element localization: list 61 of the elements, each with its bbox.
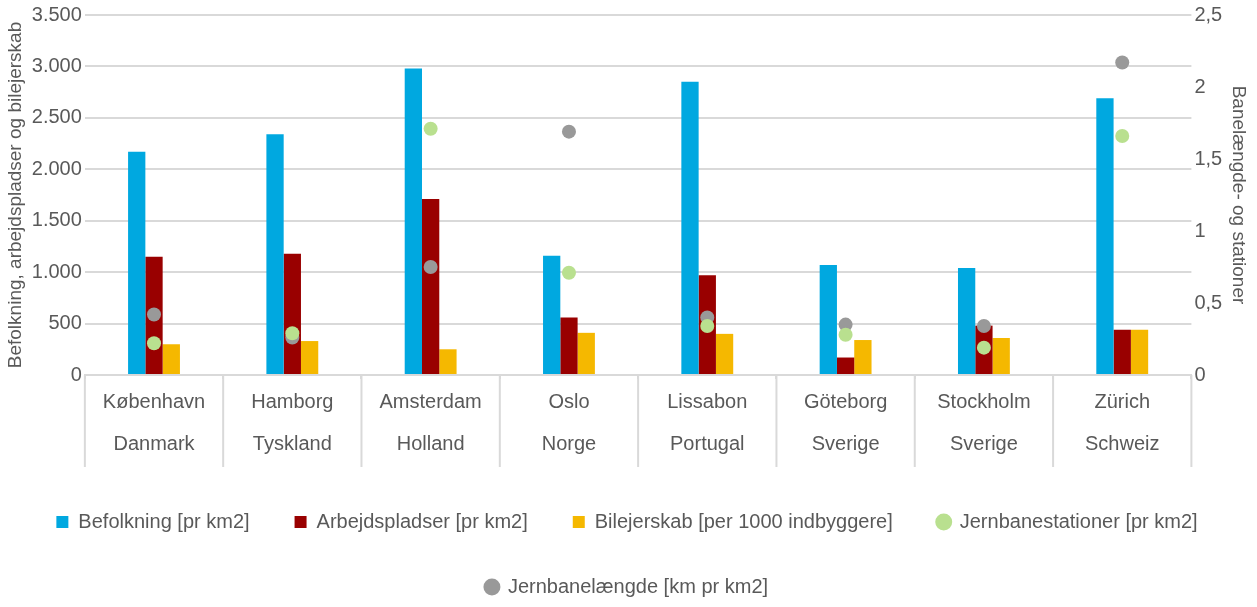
y-axis-title: Befolkning, arbejdspladser og bilejerskab [3,21,25,369]
x-tick-label: Stockholm Sverige [937,389,1031,454]
bar [577,332,595,374]
bar [543,255,561,374]
y-tick-label: 1.000 [31,259,82,282]
y2-tick-label: 0 [1194,362,1206,385]
y2-tick-label: 1 [1194,218,1206,241]
y2-tick-label: 2,5 [1194,2,1223,25]
x-tick-label: Lissabon Portugal [667,389,748,454]
y2-tick-label: 0,5 [1194,290,1223,313]
bar [162,344,180,374]
bar [715,333,734,374]
point [423,121,438,136]
y-tick-label: 2.500 [31,105,82,128]
y-tick-label: 500 [48,311,82,334]
point [147,307,162,322]
y2-tick-label: 1,5 [1194,146,1223,169]
point [838,327,853,342]
legend-label: Befolkning [pr km2] [78,509,250,532]
x-tick-label: Amsterdam Holland [379,389,482,454]
y-tick-label: 0 [70,362,82,385]
x-tick-label: Hamborg Tyskland [251,389,334,454]
y2-tick-label: 2 [1194,74,1206,97]
x-tick-label: Göteborg Sverige [803,389,888,454]
point [561,265,576,280]
y2-axis-title: Banelængde- og stationer [1229,85,1251,305]
y-tick-label: 3.500 [31,2,82,25]
point [976,319,991,334]
point [700,319,715,334]
point [1115,128,1130,143]
legend-label: Arbejdspladser [pr km2] [316,509,528,532]
bar [681,81,699,374]
point [561,124,576,139]
bar [836,357,855,374]
x-tick-label: Zürich Schweiz [1085,389,1160,454]
bar [1130,329,1149,374]
bar [1096,98,1114,374]
bar [1113,329,1131,374]
y-tick-label: 1.500 [31,208,82,231]
legend-label: Jernbanestationer [pr km2] [959,509,1198,532]
bar [439,349,457,374]
x-tick-label: Oslo Norge [541,389,597,454]
bar [404,68,422,374]
bar [957,268,976,374]
bar [992,337,1010,374]
point [1115,55,1130,70]
bar [854,340,872,374]
bar [422,199,440,374]
y-tick-label: 3.000 [31,53,82,76]
bar [128,151,146,374]
point [285,326,300,341]
bar [819,264,837,374]
bar [300,341,319,374]
point [147,336,162,351]
legend-label: Jernbanelængde [km pr km2] [507,574,769,597]
y-tick-label: 2.000 [31,156,82,179]
point [423,260,438,274]
x-tick-label: København Danmark [102,389,206,454]
bar [560,317,578,374]
bar [266,134,284,374]
legend-label: Bilejerskab [per 1000 indbyggere] [594,509,893,532]
